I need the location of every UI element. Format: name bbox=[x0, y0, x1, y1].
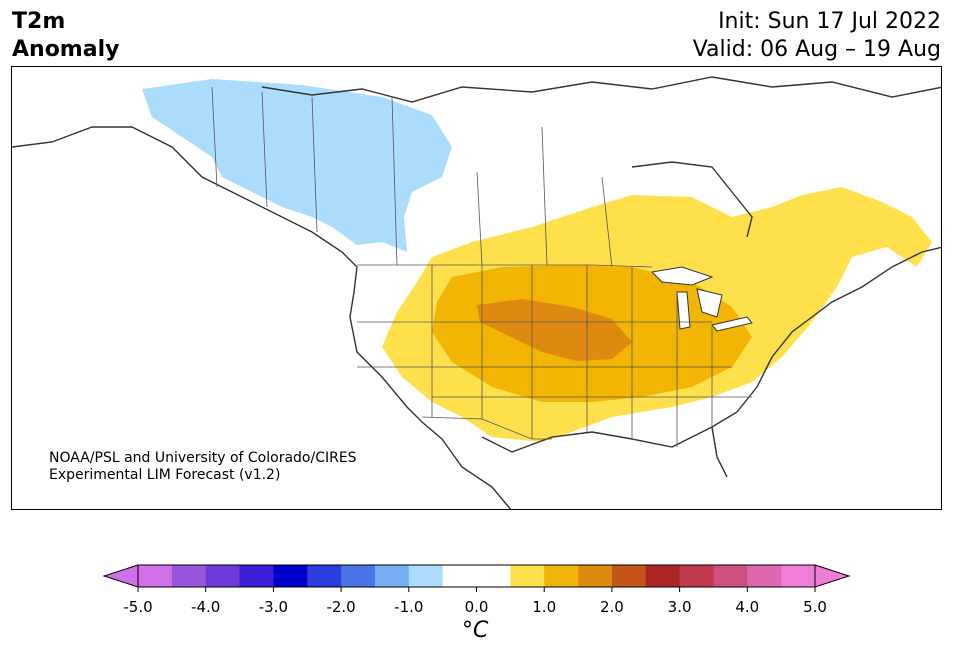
colorbar-cell bbox=[679, 565, 714, 587]
colorbar-tick-label: -2.0 bbox=[326, 598, 356, 616]
colorbar-cell bbox=[544, 565, 579, 587]
cool-anomaly-region bbox=[142, 79, 452, 252]
colorbar-cell bbox=[510, 565, 545, 587]
lake-erie bbox=[711, 316, 753, 332]
colorbar-cell bbox=[171, 565, 207, 587]
colorbar-tick-label: -5.0 bbox=[123, 598, 153, 616]
valid-range: Valid: 06 Aug – 19 Aug bbox=[692, 37, 941, 62]
colorbar-tick-label: 3.0 bbox=[667, 598, 692, 616]
anomaly-map bbox=[12, 76, 941, 509]
colorbar-cell bbox=[205, 565, 241, 587]
colorbar-cell bbox=[578, 565, 613, 587]
credit-line-2: Experimental LIM Forecast (v1.2) bbox=[49, 467, 281, 483]
colorbar-cells bbox=[138, 565, 816, 587]
colorbar-cell bbox=[747, 565, 782, 587]
warm-anomaly-high bbox=[477, 299, 632, 361]
gulf-coastline bbox=[481, 411, 738, 453]
colorbar-cell bbox=[374, 565, 410, 587]
colorbar-unit: °C bbox=[462, 618, 489, 643]
hudson-bay-coastline bbox=[631, 161, 753, 238]
state-lines-vertical bbox=[431, 265, 713, 447]
colorbar-tick-label: 2.0 bbox=[599, 598, 624, 616]
us-mexico-border bbox=[421, 416, 552, 440]
colorbar-tick-label: -1.0 bbox=[394, 598, 424, 616]
colorbar-tick-label: 5.0 bbox=[803, 598, 827, 616]
map-panel bbox=[11, 66, 942, 510]
colorbar-tick-label: -4.0 bbox=[191, 598, 221, 616]
title-line-anomaly: Anomaly bbox=[12, 37, 120, 62]
atlantic-coastline bbox=[736, 246, 941, 413]
title-line-variable: T2m bbox=[12, 9, 66, 34]
florida-coastline bbox=[711, 426, 728, 478]
init-date: Init: Sun 17 Jul 2022 bbox=[718, 9, 941, 34]
mexico-coastline bbox=[441, 438, 512, 509]
map-title: T2m Anomaly bbox=[12, 8, 119, 64]
great-lakes bbox=[650, 266, 753, 332]
colorbar-cell bbox=[645, 565, 681, 587]
political-boundaries bbox=[211, 86, 752, 447]
colorbar-cell bbox=[239, 565, 274, 587]
colorbar-extend-min bbox=[102, 564, 139, 588]
colorbar-extend-max bbox=[814, 564, 851, 588]
colorbar-cell bbox=[341, 565, 376, 587]
forecast-dates: Init: Sun 17 Jul 2022 Valid: 06 Aug – 19… bbox=[693, 8, 941, 64]
colorbar-tick-label: 0.0 bbox=[464, 598, 489, 616]
colorbar-cell bbox=[138, 565, 173, 587]
credit-line-1: NOAA/PSL and University of Colorado/CIRE… bbox=[49, 450, 357, 466]
pacific-coastline bbox=[12, 126, 443, 440]
colorbar-cell bbox=[273, 565, 308, 587]
province-lines bbox=[211, 86, 613, 268]
arctic-coastline bbox=[261, 76, 941, 103]
colorbar-cell bbox=[713, 565, 748, 587]
credit-text: NOAA/PSL and University of Colorado/CIRE… bbox=[49, 450, 357, 484]
colorbar-tick-label: 4.0 bbox=[735, 598, 760, 616]
colorbar-cell bbox=[307, 565, 342, 587]
lake-superior bbox=[650, 266, 714, 286]
colorbar-cell bbox=[442, 565, 477, 587]
coastlines bbox=[12, 76, 941, 509]
colorbar-cell bbox=[781, 565, 816, 587]
colorbar-cell bbox=[611, 565, 647, 587]
colorbar-tick-label: -3.0 bbox=[258, 598, 289, 616]
lake-michigan bbox=[676, 291, 691, 330]
colorbar-tick-label: 1.0 bbox=[532, 598, 557, 616]
colorbar-cell bbox=[408, 565, 444, 587]
colorbar-cell bbox=[476, 565, 511, 587]
lake-huron bbox=[696, 288, 723, 318]
colorbar-ticks bbox=[137, 587, 816, 592]
state-lines-horizontal bbox=[357, 321, 752, 398]
